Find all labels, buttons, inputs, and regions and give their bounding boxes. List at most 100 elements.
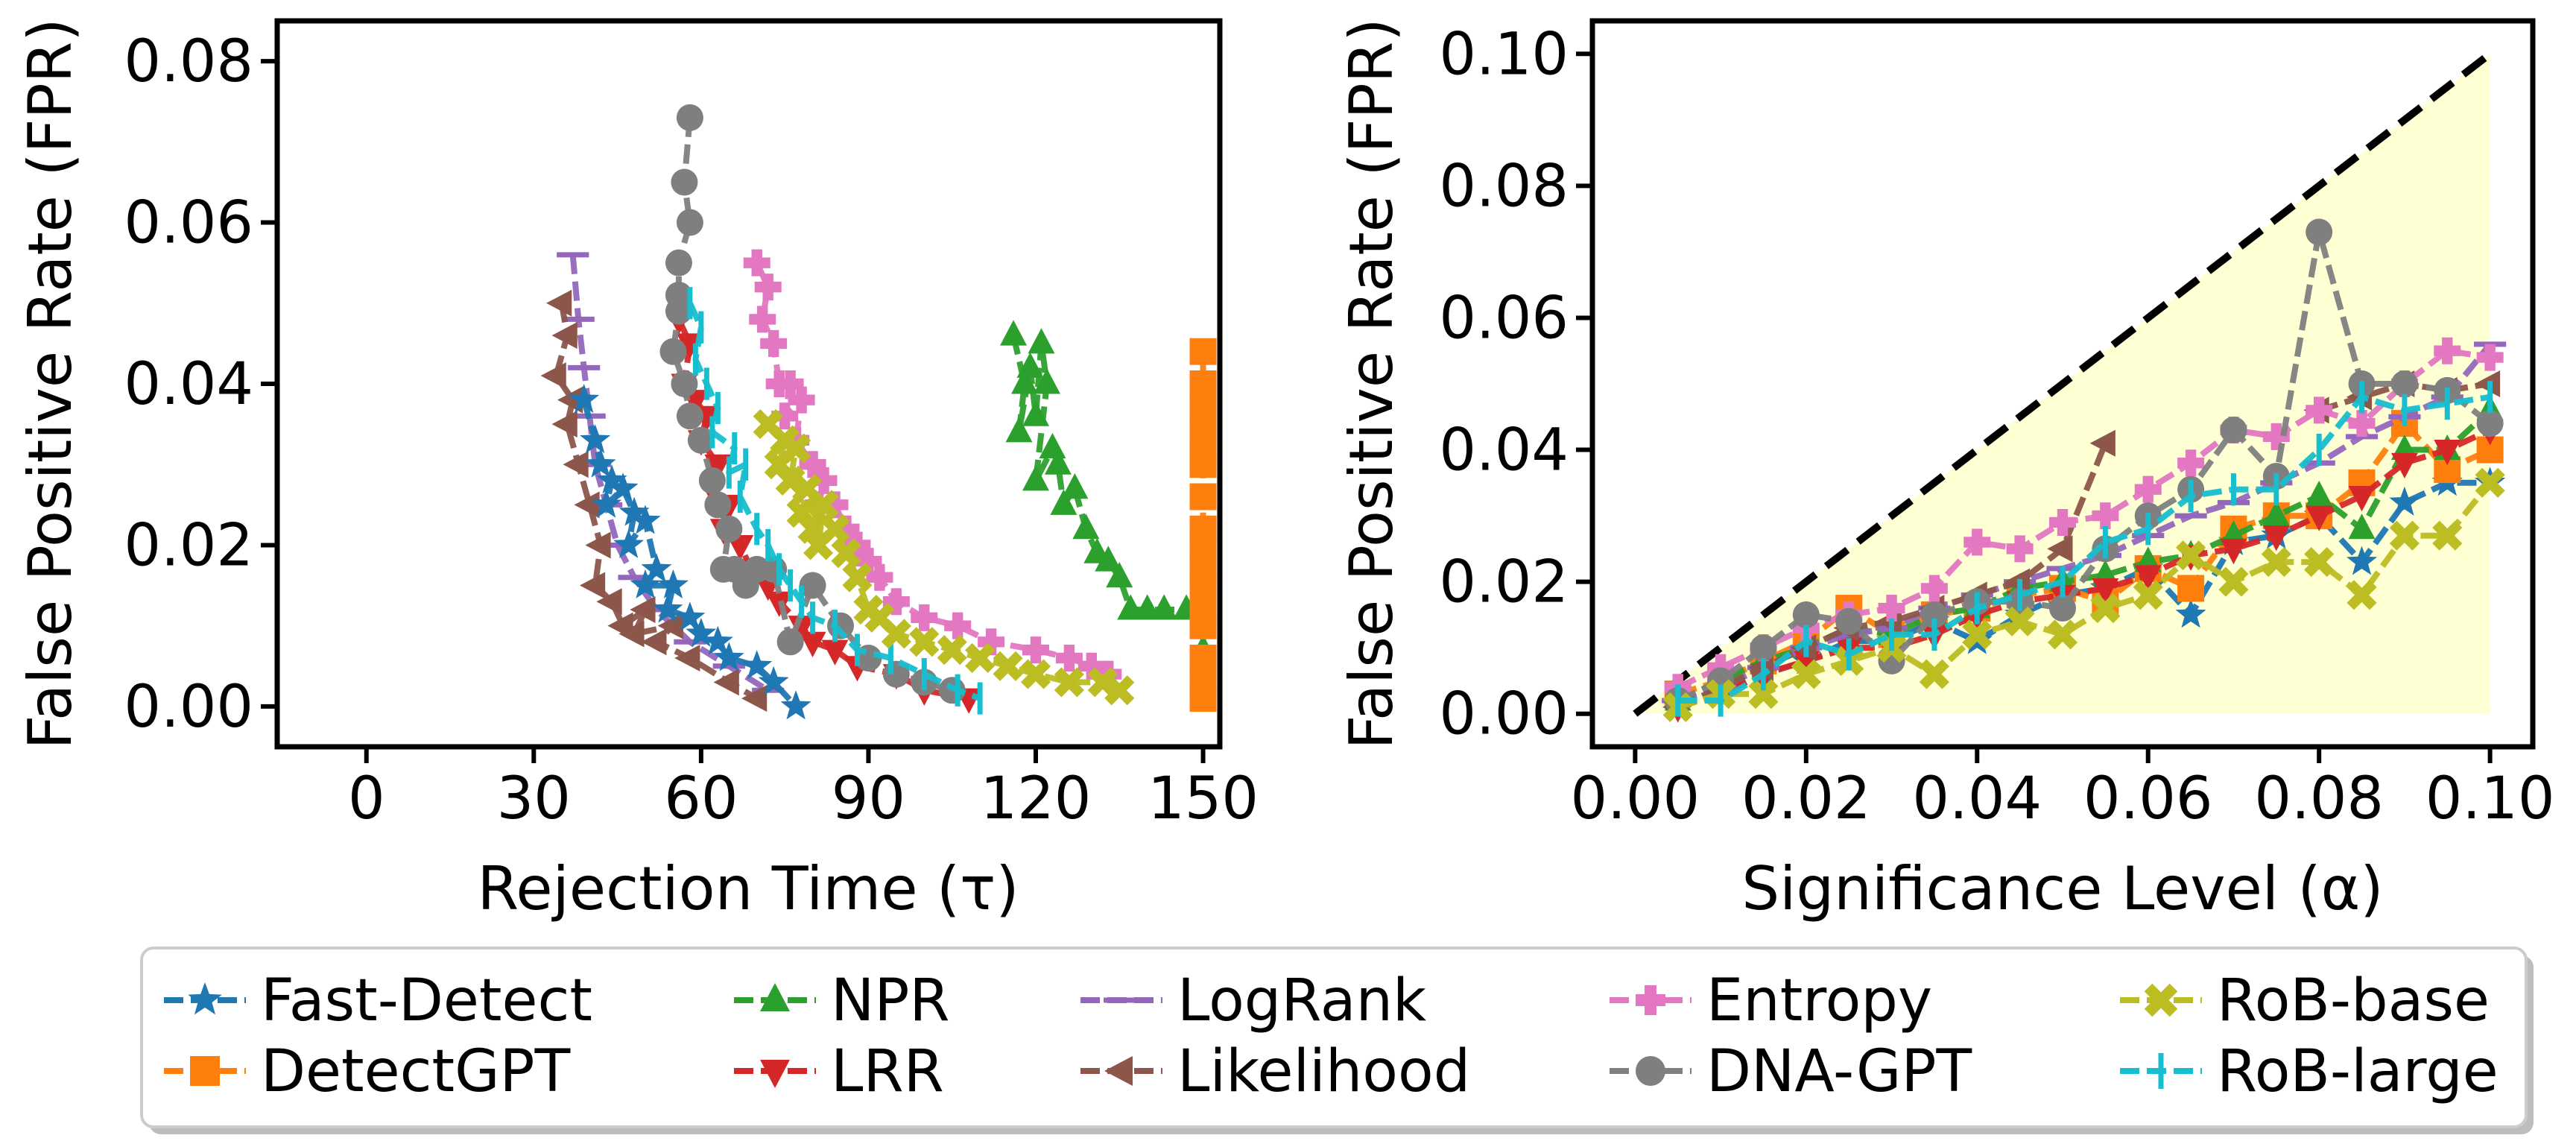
left-point-entropy: [754, 274, 782, 301]
left-point-entropy: [882, 588, 910, 616]
left-point-npr: [1095, 546, 1122, 572]
left-point-lrr: [788, 616, 815, 642]
left-series-npr: [1000, 320, 1217, 685]
left-point-dna_gpt: [698, 467, 726, 494]
right-point-npr: [2262, 500, 2290, 526]
left-point-fast_detect: [618, 496, 650, 526]
left-y-tick-label: 0.00: [124, 674, 253, 741]
right-y-tick-label: 0.02: [1439, 549, 1569, 616]
right-point-dna_gpt: [1835, 607, 1863, 635]
left-point-fast_detect: [758, 666, 789, 695]
left-point-dna_gpt: [671, 168, 698, 196]
right-chart-panel: 0.00 0.02 0.04 0.06 0.08 0.10 0.00 0.02 0.04 0.06…: [1337, 18, 2554, 923]
right-point-rob_base: [2090, 592, 2121, 624]
right-point-likelihood: [2089, 429, 2115, 457]
left-point-fast_detect: [657, 569, 689, 598]
right-point-entropy: [2006, 535, 2034, 563]
right-point-rob_base: [1962, 619, 1993, 650]
left-point-dna_gpt: [687, 426, 715, 454]
right-point-rob_base: [2047, 619, 2078, 650]
right-series-line-rob_large: [1677, 394, 2491, 704]
left-series-rob_large: [687, 287, 983, 715]
left-point-fast_detect: [686, 617, 717, 647]
left-point-rob_base: [965, 642, 996, 674]
legend-item-npr: NPR: [734, 967, 950, 1034]
left-point-fast_detect: [569, 384, 600, 414]
left-point-likelihood: [657, 612, 683, 639]
legend-marker-dna_gpt: [1636, 1056, 1665, 1086]
left-point-npr: [1011, 368, 1039, 394]
right-point-npr: [2348, 513, 2376, 540]
left-point-detectgpt: [1189, 572, 1217, 599]
legend-label-detectgpt: DetectGPT: [261, 1038, 571, 1105]
right-point-entropy: [1920, 575, 1948, 602]
right-point-lrr: [2220, 538, 2247, 565]
left-x-tick-label: 60: [664, 765, 738, 832]
right-point-rob_base: [1791, 659, 1821, 689]
left-point-rob_base: [808, 490, 839, 520]
left-x-tick-label: 90: [832, 765, 905, 832]
left-x-tick-label: 0: [348, 765, 385, 832]
right-y-tick-label: 0.08: [1439, 153, 1569, 220]
right-point-entropy: [2476, 344, 2504, 371]
legend-marker-likelihood: [1104, 1056, 1133, 1086]
left-point-fast_detect: [585, 448, 616, 478]
left-point-dna_gpt: [704, 491, 732, 519]
legend-label-logrank: LogRank: [1177, 967, 1426, 1034]
left-point-fast_detect: [613, 528, 645, 558]
left-point-entropy: [799, 451, 826, 478]
left-point-entropy: [776, 370, 804, 397]
left-point-detectgpt: [1189, 685, 1217, 712]
left-point-rob_base: [1020, 659, 1051, 689]
left-point-lrr: [704, 454, 732, 480]
left-point-entropy: [866, 563, 893, 591]
right-point-entropy: [2049, 508, 2076, 536]
right-point-lrr: [2306, 505, 2333, 531]
left-point-detectgpt: [1189, 531, 1217, 559]
left-point-rob_base: [881, 619, 911, 649]
left-point-likelihood: [546, 289, 572, 317]
left-point-npr: [1016, 352, 1044, 378]
right-point-likelihood: [2047, 535, 2073, 563]
left-point-dna_gpt: [676, 402, 703, 430]
left-series-rob_base: [753, 409, 1135, 706]
left-point-detectgpt: [1189, 451, 1217, 478]
left-point-rob_base: [831, 538, 861, 569]
right-plot-frame: [1589, 18, 2536, 750]
right-y-tick-label: 0.10: [1439, 21, 1569, 88]
left-point-likelihood: [618, 620, 645, 648]
left-series-line-rob_large: [687, 302, 981, 701]
right-point-dna_gpt: [1920, 601, 1948, 628]
right-x-tick-label: 0.02: [1741, 765, 1871, 832]
left-point-entropy: [743, 249, 770, 276]
left-point-fast_detect: [741, 650, 773, 680]
right-point-likelihood: [2004, 568, 2031, 595]
right-point-rob_base: [2346, 580, 2377, 610]
left-point-rob_base: [909, 627, 940, 657]
left-point-entropy: [749, 306, 776, 333]
left-y-tick-label: 0.04: [124, 351, 253, 418]
right-point-lrr: [2092, 578, 2119, 604]
legend-label-likelihood: Likelihood: [1177, 1038, 1470, 1105]
left-point-dna_gpt: [665, 297, 692, 325]
left-series-detectgpt: [1189, 338, 1217, 712]
right-point-dna_gpt: [1750, 634, 1777, 662]
left-y-axis-label: False Positive Rate (FPR): [16, 18, 85, 749]
legend-item-entropy: Entropy: [1610, 967, 1932, 1034]
left-point-npr: [1022, 400, 1049, 426]
legend-item-detectgpt: DetectGPT: [164, 1038, 571, 1105]
left-point-detectgpt: [1189, 370, 1217, 397]
left-point-dna_gpt: [676, 209, 703, 236]
left-x-tick-label: 150: [1148, 765, 1259, 832]
left-point-detectgpt: [1189, 418, 1217, 446]
legend-item-logrank: LogRank: [1080, 967, 1426, 1034]
left-point-npr: [1033, 368, 1060, 394]
right-point-entropy: [2262, 423, 2290, 450]
right-point-dna_gpt: [2049, 595, 2076, 622]
left-point-fast_detect: [591, 488, 622, 518]
left-point-npr: [1005, 417, 1033, 443]
legend-marker-lrr: [760, 1060, 790, 1088]
legend-item-lrr: LRR: [734, 1038, 944, 1105]
right-series-rob_large: [1675, 381, 2493, 717]
